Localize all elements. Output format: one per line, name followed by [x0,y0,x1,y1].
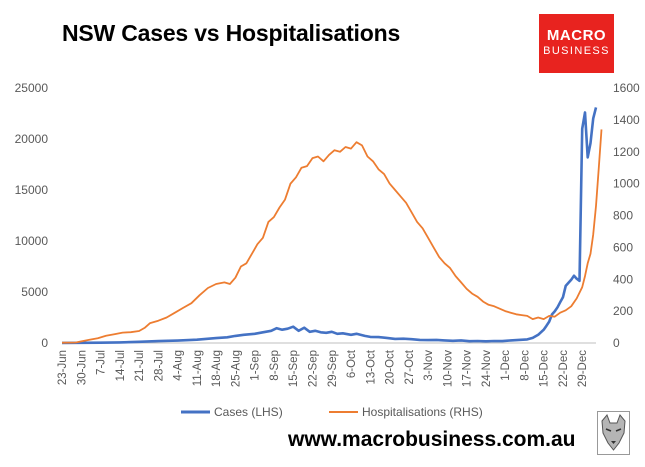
left-axis-ticks: 0 5000 10000 15000 20000 25000 [15,81,49,350]
legend-label: Hospitalisations (RHS) [362,405,483,419]
x-tick-label: 10-Nov [442,350,454,387]
x-tick-label: 8-Dec [519,350,531,381]
logo-line-2: BUSINESS [543,45,610,57]
right-tick-label: 200 [613,304,633,318]
x-tick-label: 4-Aug [173,350,185,381]
x-tick-label: 14-Jul [115,350,127,381]
right-tick-label: 1600 [613,81,640,95]
series-group [61,107,603,345]
x-tick-label: 27-Oct [404,349,416,384]
right-tick-label: 0 [613,336,620,350]
macro-business-logo: MACRO BUSINESS [539,14,614,73]
right-tick-label: 800 [613,209,633,223]
website-url[interactable]: www.macrobusiness.com.au [288,428,576,451]
x-tick-label: 24-Nov [481,350,493,387]
left-tick-label: 25000 [15,81,49,95]
series-cases-line [61,107,598,345]
right-tick-label: 1400 [613,113,640,127]
legend-label: Cases (LHS) [214,405,283,419]
x-tick-label: 23-Jun [57,350,69,385]
series-hospitalisations-line [61,129,603,344]
x-tick-label: 8-Sep [269,350,281,381]
x-tick-label: 13-Oct [365,349,377,384]
x-tick-label: 11-Aug [192,350,204,386]
x-tick-label: 21-Jul [134,350,146,381]
x-tick-label: 17-Nov [462,350,474,387]
x-tick-label: 22-Dec [558,350,570,387]
x-tick-label: 7-Jul [96,350,108,375]
left-tick-label: 10000 [15,234,49,248]
x-tick-label: 29-Sep [327,350,339,387]
left-tick-label: 5000 [21,285,48,299]
x-tick-label: 28-Jul [153,350,165,381]
x-tick-label: 6-Oct [346,349,358,378]
x-tick-label: 30-Jun [76,350,88,385]
chart-title: NSW Cases vs Hospitalisations [62,20,401,46]
right-axis-ticks: 0 200 400 600 800 1000 1200 1400 1600 [613,81,640,350]
x-tick-label: 15-Sep [288,350,300,387]
right-tick-label: 1200 [613,145,640,159]
x-tick-label: 18-Aug [211,350,223,387]
x-tick-label: 29-Dec [577,350,589,387]
x-tick-label: 3-Nov [423,350,435,381]
x-tick-label: 1-Dec [500,350,512,381]
x-tick-label: 22-Sep [307,350,319,387]
left-tick-label: 20000 [15,132,49,146]
logo-line-1: MACRO [546,27,607,44]
right-tick-label: 600 [613,240,633,254]
wolf-logo-icon [597,411,630,455]
legend: Cases (LHS) Hospitalisations (RHS) [181,405,483,419]
x-tick-label: 25-Aug [230,350,242,387]
right-tick-label: 1000 [613,177,640,191]
x-tick-label: 20-Oct [385,349,397,384]
left-tick-label: 0 [41,336,48,350]
left-tick-label: 15000 [15,183,49,197]
x-tick-label: 15-Dec [539,350,551,387]
x-axis-ticks: 23-Jun 30-Jun 7-Jul 14-Jul 21-Jul 28-Jul 4-Aug… [57,349,589,387]
x-tick-label: 1-Sep [250,350,262,381]
right-tick-label: 400 [613,272,633,286]
